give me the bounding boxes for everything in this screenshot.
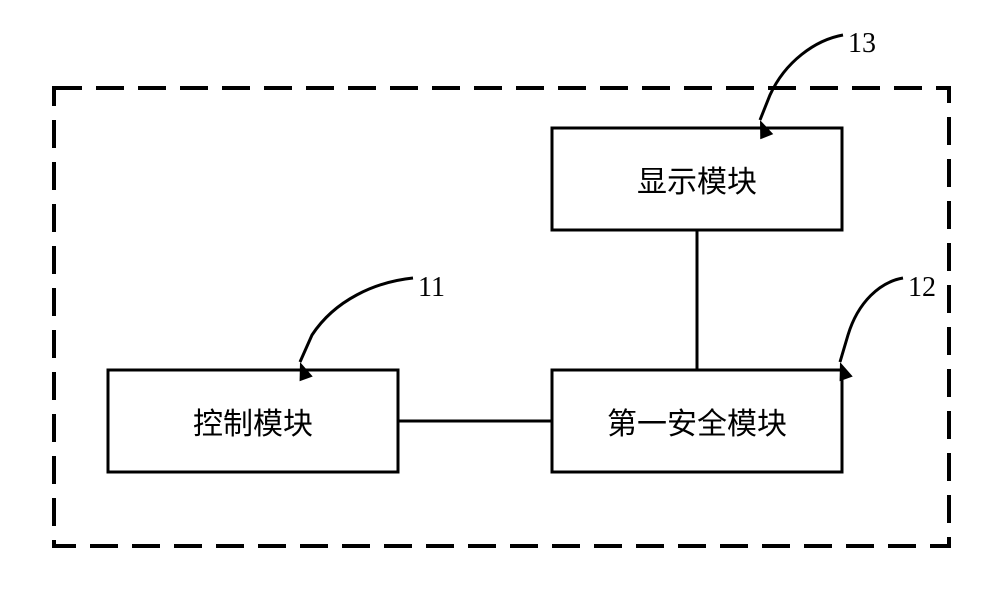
- callout-12-label: 12: [908, 272, 936, 304]
- control-module-label: 控制模块: [108, 370, 398, 472]
- display-module-label: 显示模块: [552, 128, 842, 230]
- callout-13-label: 13: [848, 28, 876, 60]
- callout-11-label: 11: [418, 272, 445, 304]
- first-security-module-label: 第一安全模块: [552, 370, 842, 472]
- diagram-stage: 控制模块 第一安全模块 显示模块 11 12 13: [0, 0, 1000, 597]
- diagram-svg: [0, 0, 1000, 597]
